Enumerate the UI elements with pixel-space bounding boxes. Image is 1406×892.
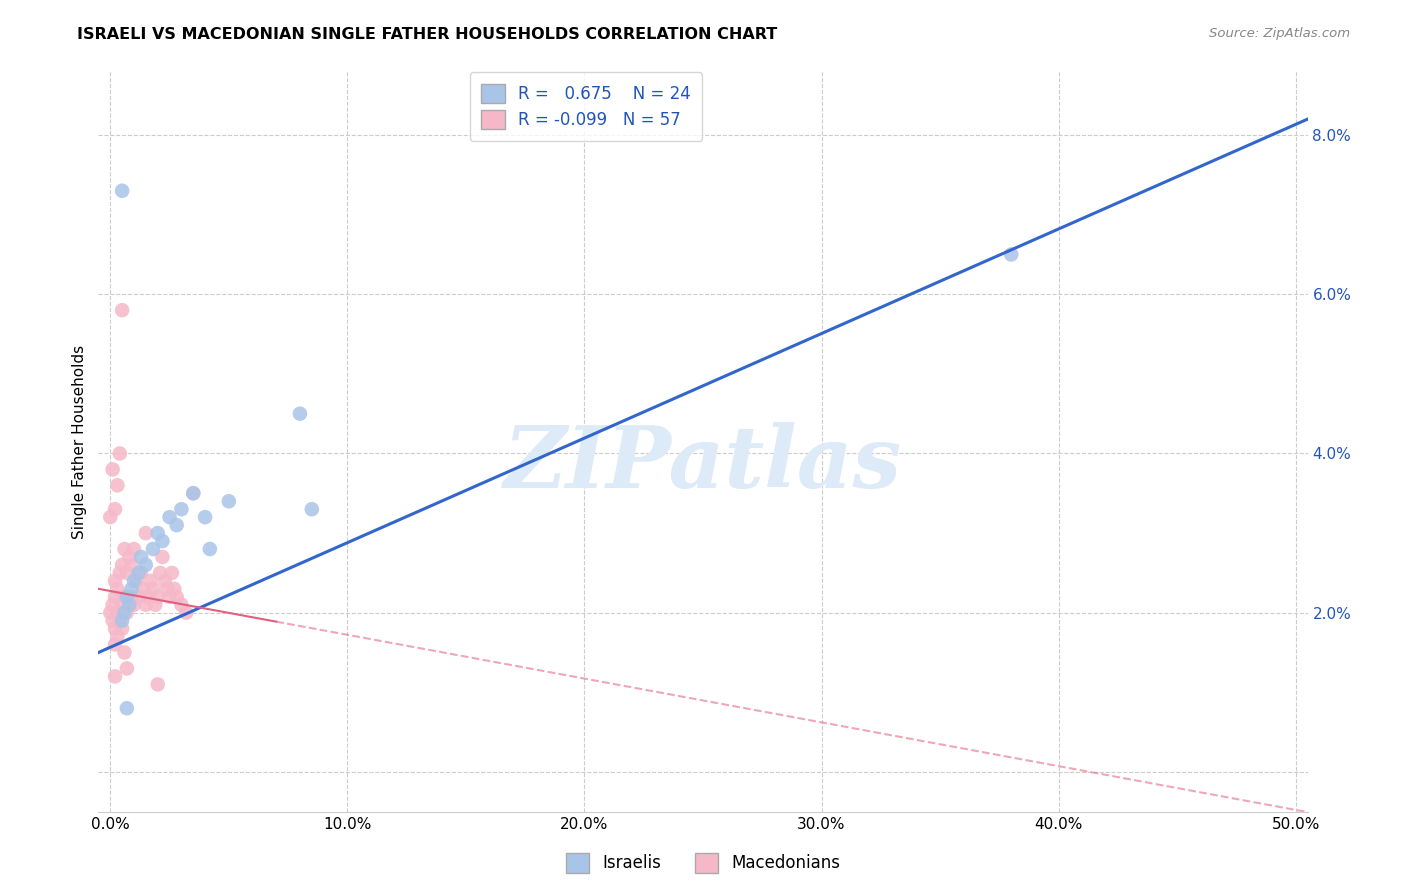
Point [146, 526, 169, 541]
Point [122, 541, 145, 556]
Point [128, 590, 150, 604]
Point [111, 598, 134, 612]
Point [146, 590, 169, 604]
Point [101, 462, 124, 476]
Point [122, 598, 145, 612]
Point [111, 184, 134, 198]
Point [115, 701, 138, 715]
Text: Source: ZipAtlas.com: Source: ZipAtlas.com [1209, 27, 1350, 40]
Point [181, 486, 204, 500]
Point [166, 590, 188, 604]
Point [135, 598, 157, 612]
Point [108, 446, 131, 460]
Point [152, 549, 174, 564]
Point [121, 590, 143, 604]
Point [108, 566, 131, 580]
Legend: Israelis, Macedonians: Israelis, Macedonians [560, 847, 846, 880]
Point [142, 541, 165, 556]
Point [198, 541, 221, 556]
Point [111, 614, 134, 628]
Legend: R =   0.675    N = 24, R = -0.099   N = 57: R = 0.675 N = 24, R = -0.099 N = 57 [470, 72, 702, 141]
Point [101, 598, 124, 612]
Point [104, 638, 127, 652]
Point [174, 606, 197, 620]
Point [135, 526, 157, 541]
Point [111, 303, 134, 318]
Point [104, 622, 127, 636]
Point [163, 582, 186, 596]
Point [104, 574, 127, 588]
Point [111, 622, 134, 636]
Point [104, 502, 127, 516]
Point [146, 677, 169, 691]
Point [170, 502, 193, 516]
Point [114, 541, 136, 556]
Point [121, 558, 143, 572]
Point [156, 582, 179, 596]
Point [159, 510, 181, 524]
Point [98, 510, 121, 524]
Point [301, 502, 323, 516]
Point [115, 590, 138, 604]
Point [128, 566, 150, 580]
Point [122, 574, 145, 588]
Point [1000, 247, 1022, 261]
Point [105, 630, 128, 644]
Point [160, 566, 183, 580]
Point [114, 606, 136, 620]
Point [149, 566, 172, 580]
Point [121, 582, 143, 596]
Point [111, 558, 134, 572]
Text: ZIPatlas: ZIPatlas [503, 422, 903, 506]
Y-axis label: Single Father Households: Single Father Households [72, 344, 87, 539]
Point [115, 661, 138, 675]
Point [104, 590, 127, 604]
Point [129, 549, 152, 564]
Point [139, 574, 162, 588]
Point [118, 598, 141, 612]
Point [159, 590, 181, 604]
Point [108, 614, 131, 628]
Point [218, 494, 240, 508]
Point [105, 478, 128, 492]
Point [194, 510, 217, 524]
Point [288, 407, 311, 421]
Point [129, 566, 152, 580]
Point [98, 606, 121, 620]
Point [115, 566, 138, 580]
Point [115, 606, 138, 620]
Point [181, 486, 204, 500]
Point [166, 518, 188, 533]
Point [132, 582, 155, 596]
Text: ISRAELI VS MACEDONIAN SINGLE FATHER HOUSEHOLDS CORRELATION CHART: ISRAELI VS MACEDONIAN SINGLE FATHER HOUS… [77, 27, 778, 42]
Point [125, 574, 148, 588]
Point [118, 549, 141, 564]
Point [101, 614, 124, 628]
Point [105, 582, 128, 596]
Point [152, 534, 174, 549]
Point [143, 598, 166, 612]
Point [170, 598, 193, 612]
Point [114, 590, 136, 604]
Point [114, 646, 136, 660]
Point [142, 582, 165, 596]
Point [135, 558, 157, 572]
Point [118, 598, 141, 612]
Point [153, 574, 176, 588]
Point [104, 669, 127, 683]
Point [105, 606, 128, 620]
Point [136, 590, 159, 604]
